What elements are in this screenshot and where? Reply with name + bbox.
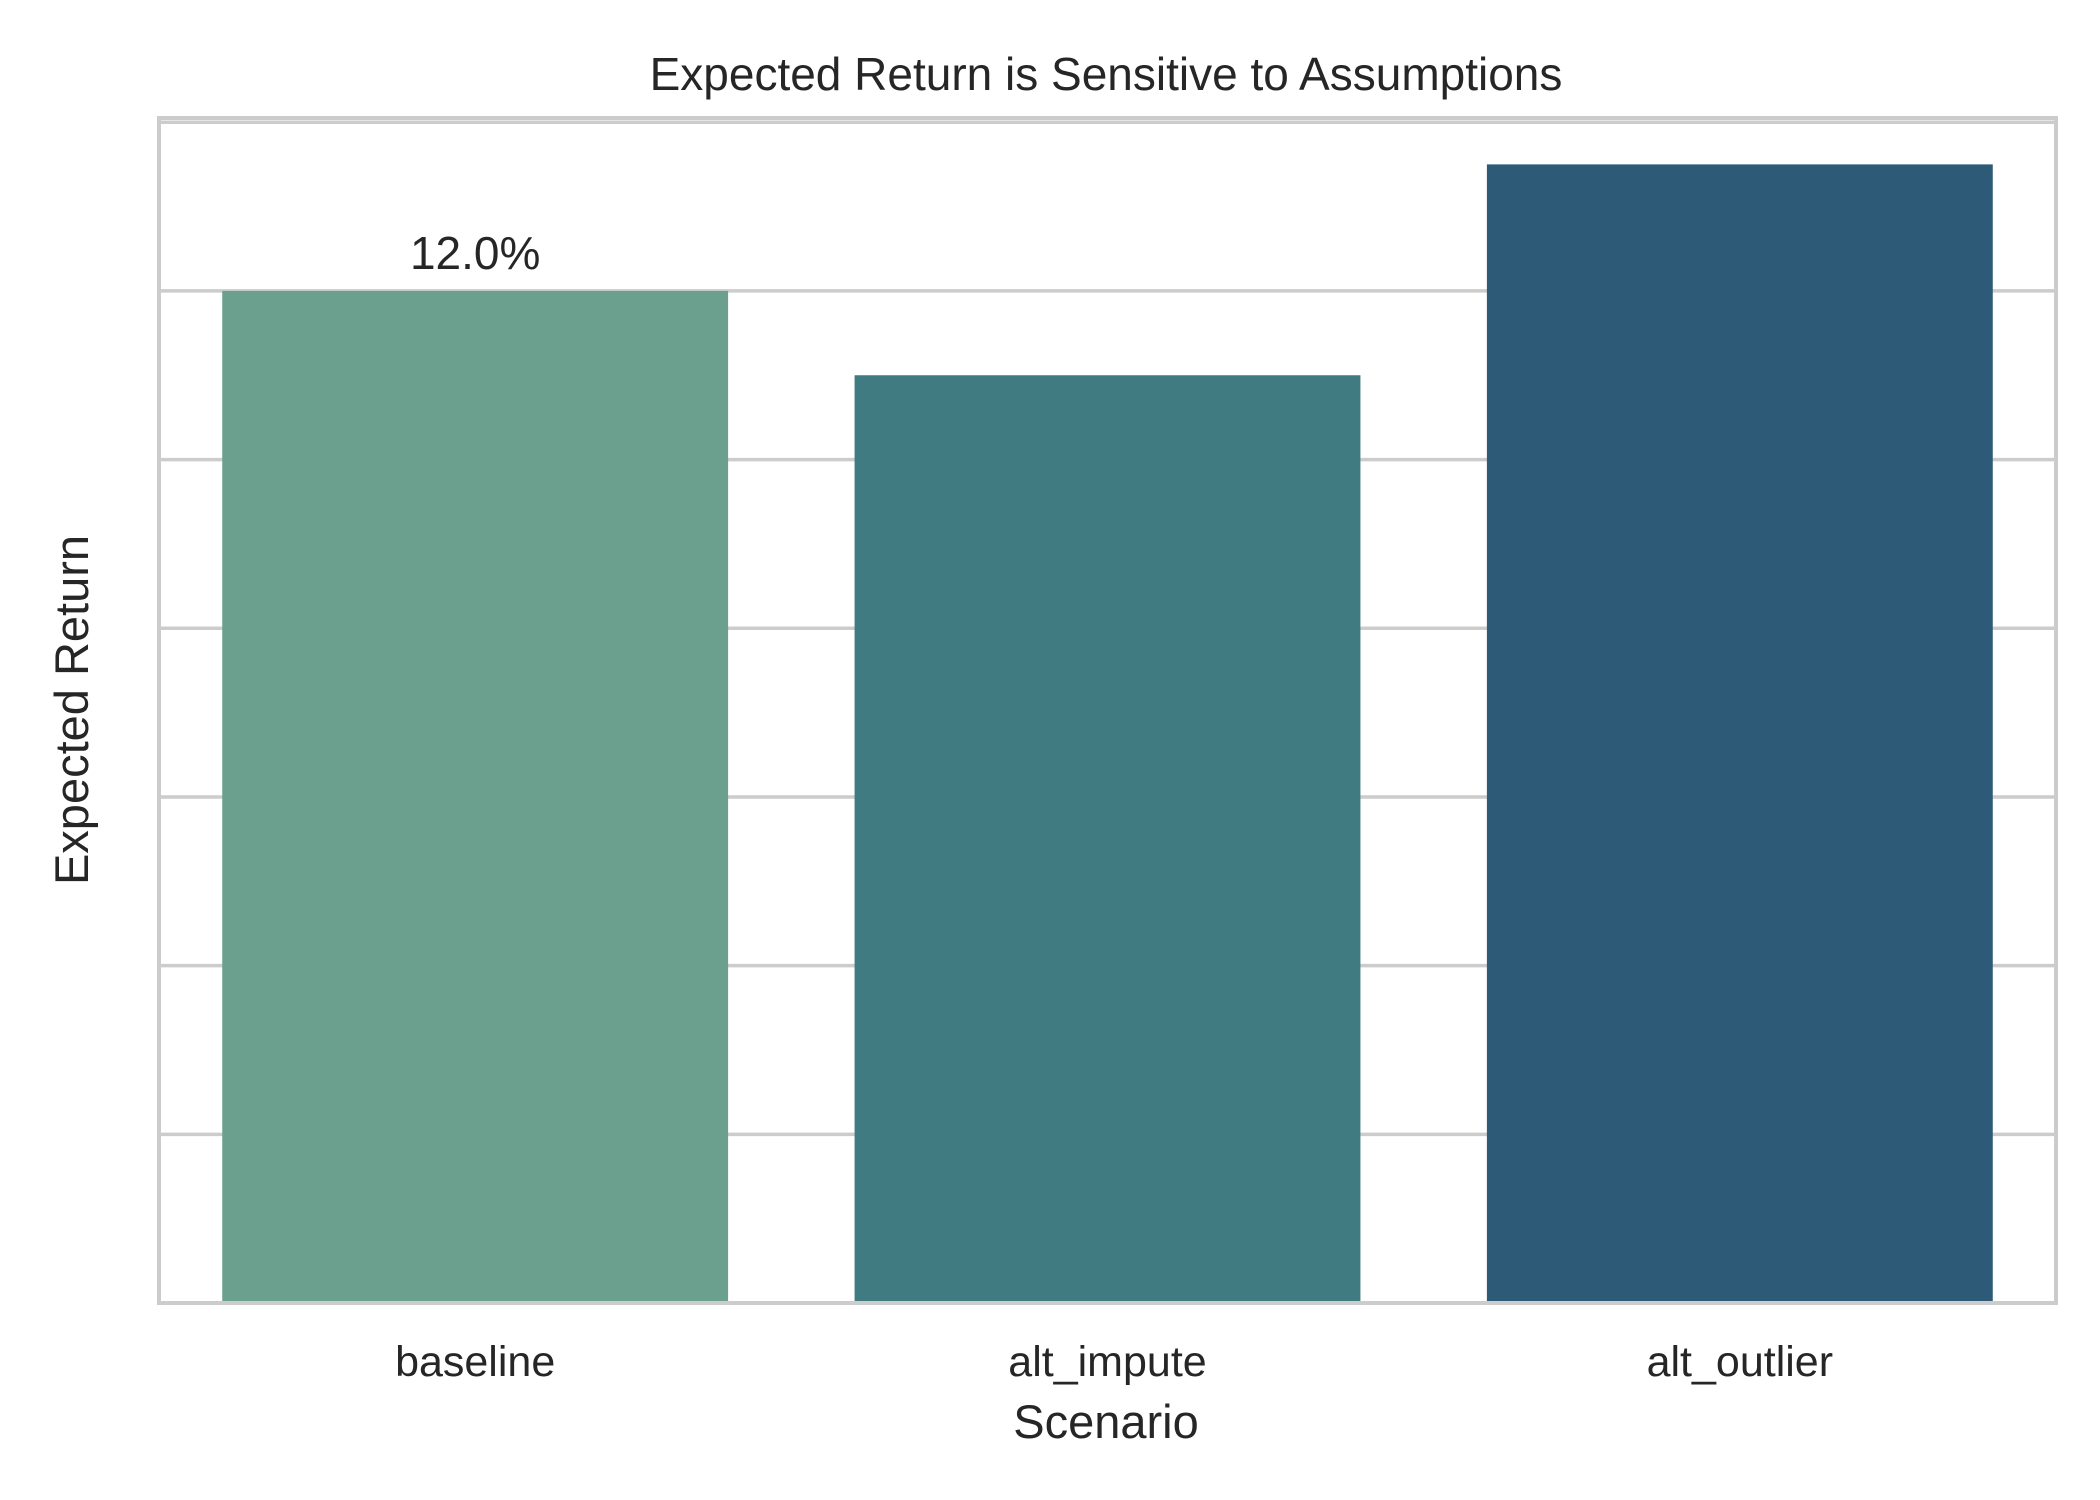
x-tick-label-alt_outlier: alt_outlier [1647, 1338, 1833, 1386]
chart-title: Expected Return is Sensitive to Assumpti… [650, 48, 1563, 100]
x-tick-labels: baseline alt_impute alt_outlier [395, 1338, 1833, 1386]
bars [222, 164, 1993, 1303]
x-axis-label: Scenario [1013, 1395, 1199, 1448]
bar-alt_impute [854, 375, 1361, 1303]
y-axis-label: Expected Return [45, 535, 98, 885]
data-labels: 12.0% [410, 227, 540, 279]
x-tick-label-alt_impute: alt_impute [1008, 1338, 1206, 1386]
data-label-baseline: 12.0% [410, 227, 540, 279]
bar-alt_outlier [1486, 164, 1993, 1303]
x-tick-label-baseline: baseline [395, 1338, 555, 1386]
bar-baseline [222, 290, 729, 1303]
plot-frame [157, 116, 2058, 1305]
